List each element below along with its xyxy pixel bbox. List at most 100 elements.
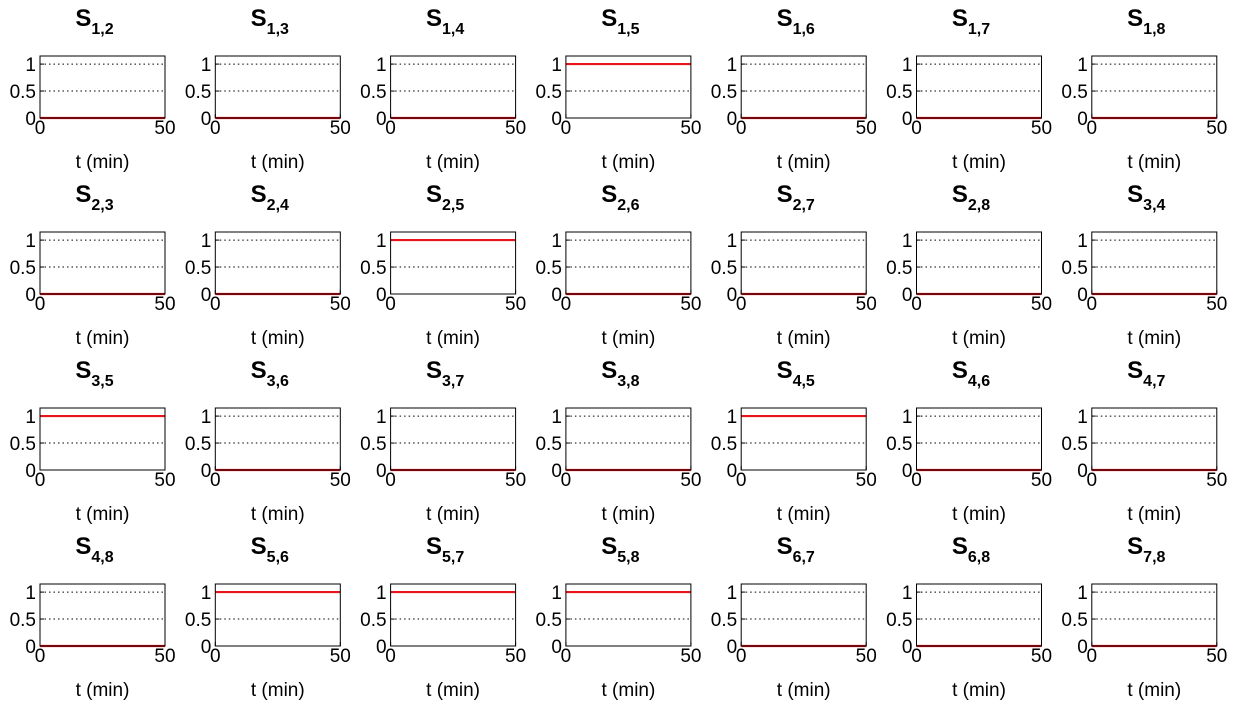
subplot: S4,700.510 50t (min) [1061, 357, 1227, 525]
subplot: S1,2 0 0.5 1 0 50 t (min) [10, 5, 176, 173]
x-tick-label: 0 [385, 118, 396, 139]
title-subscript: 6,7 [793, 549, 815, 566]
y-tick-label: 0 [201, 285, 212, 306]
y-tick-label: 0 [376, 461, 387, 482]
x-tick-label: 0 [1087, 118, 1098, 139]
subplot-title: S2,7 [777, 181, 815, 214]
y-tick-label: 1 [25, 407, 36, 428]
plot-frame [565, 55, 692, 119]
y-tick-label: 0 [551, 285, 562, 306]
title-subscript: 1,7 [968, 21, 990, 38]
y-tick-label: 0.5 [711, 610, 737, 631]
plot-frame [39, 407, 166, 471]
title-main: S [952, 533, 968, 560]
subplot-title: S2,8 [952, 181, 990, 214]
title-main: S [251, 533, 267, 560]
subplot-title: S3,4 [1127, 181, 1165, 214]
subplot: S2,4 0 0.5 1 0 50 t (min) [185, 181, 351, 349]
subplot: S3,7 0 0.5 1 0 50 t (min) [360, 357, 526, 525]
y-tick-label: 1 [551, 231, 562, 252]
plot-frame [214, 55, 341, 119]
y-tick-label: 0.5 [185, 258, 211, 279]
y-tick-label: 1 [902, 407, 913, 428]
subplot-title: S2,6 [601, 181, 639, 214]
x-tick-label: 50 [856, 470, 877, 491]
x-tick-label: 50 [1031, 470, 1052, 491]
x-tick-label: 50 [505, 470, 526, 491]
x-axis-label: t (min) [251, 328, 305, 349]
subplot: S5,6 0 0.5 1 0 50 t (min) [185, 533, 351, 701]
title-main: S [1127, 5, 1143, 32]
plot-frame [39, 583, 166, 647]
y-tick-label: 0.5 [886, 258, 912, 279]
subplot: S2,3 0 0.5 1 0 50 t (min) [10, 181, 176, 349]
plot-frame [740, 231, 867, 295]
plot-frame [39, 55, 166, 119]
y-tick-label: 1 [1077, 231, 1088, 252]
plot-frame [1091, 583, 1218, 647]
x-tick-label: 0 [911, 470, 922, 491]
y-tick-label: 0 [902, 109, 913, 130]
subplot: S2,8 0 0.5 1 0 50 t (min) [886, 181, 1052, 349]
x-axis-label: t (min) [952, 680, 1006, 701]
x-axis-label: t (min) [952, 152, 1006, 173]
subplot-title: S1,6 [777, 5, 815, 38]
y-tick-label: 1 [376, 583, 387, 604]
x-axis-label: t (min) [601, 152, 655, 173]
x-tick-label: 50 [680, 294, 701, 315]
title-subscript: 1,5 [617, 21, 639, 38]
title-main: S [251, 5, 267, 32]
x-tick-label: 50 [330, 294, 351, 315]
title-main: S [426, 357, 442, 384]
subplot: S4,8 0 0.5 1 0 50 t (min) [10, 533, 176, 701]
x-axis-label: t (min) [601, 328, 655, 349]
subplot-title: S3,8 [601, 357, 639, 390]
plot-frame [565, 231, 692, 295]
subplot: S3,5 0 0.5 1 0 50 t (min) [10, 357, 176, 525]
subplot: S1,7 0 0.5 1 0 50 t (min) [886, 5, 1052, 173]
subplot-title: S1,8 [1127, 5, 1165, 38]
x-tick-label: 0 [736, 118, 747, 139]
title-main: S [426, 533, 442, 560]
subplot-title: S3,6 [251, 357, 289, 390]
subplot-title: S1,5 [601, 5, 639, 38]
plot-frame [1091, 55, 1218, 119]
title-main: S [1127, 533, 1143, 560]
subplot: S1,4 0 0.5 1 0 50 t (min) [360, 5, 526, 173]
y-tick-label: 0 [25, 285, 36, 306]
title-main: S [777, 181, 793, 208]
y-tick-label: 1 [376, 231, 387, 252]
y-tick-label: 0 [727, 637, 738, 658]
x-axis-label: t (min) [1127, 328, 1181, 349]
y-tick-label: 1 [551, 55, 562, 76]
y-tick-label: 0.5 [711, 434, 737, 455]
x-tick-label: 0 [561, 294, 572, 315]
plot-frame [390, 55, 517, 119]
x-tick-label: 0 [210, 470, 221, 491]
x-axis-label: t (min) [426, 152, 480, 173]
y-tick-label: 1 [551, 583, 562, 604]
title-main: S [601, 533, 617, 560]
x-tick-label: 0 [385, 470, 396, 491]
y-tick-label: 0 [25, 461, 36, 482]
title-main: S [1127, 181, 1143, 208]
y-tick-label: 0 [25, 637, 36, 658]
y-tick-label: 1 [727, 231, 738, 252]
subplot: S7,800.510 50t (min) [1061, 533, 1227, 701]
y-tick-label: 0.5 [886, 610, 912, 631]
x-axis-label: t (min) [1127, 680, 1181, 701]
subplot: S6,7 0 0.5 1 0 50 t (min) [711, 533, 877, 701]
title-main: S [75, 5, 91, 32]
x-tick-label: 0 [210, 646, 221, 667]
title-main: S [777, 5, 793, 32]
subplot-title: S4,5 [777, 357, 815, 390]
subplot-title: S2,5 [426, 181, 464, 214]
y-tick-label: 0.5 [711, 258, 737, 279]
x-tick-label: 0 [35, 646, 46, 667]
x-axis-label: t (min) [426, 328, 480, 349]
x-tick-label: 50 [505, 118, 526, 139]
subplot-title: S1,7 [952, 5, 990, 38]
x-tick-label: 50 [680, 646, 701, 667]
y-tick-label: 1 [201, 407, 212, 428]
x-tick-label: 0 [736, 470, 747, 491]
